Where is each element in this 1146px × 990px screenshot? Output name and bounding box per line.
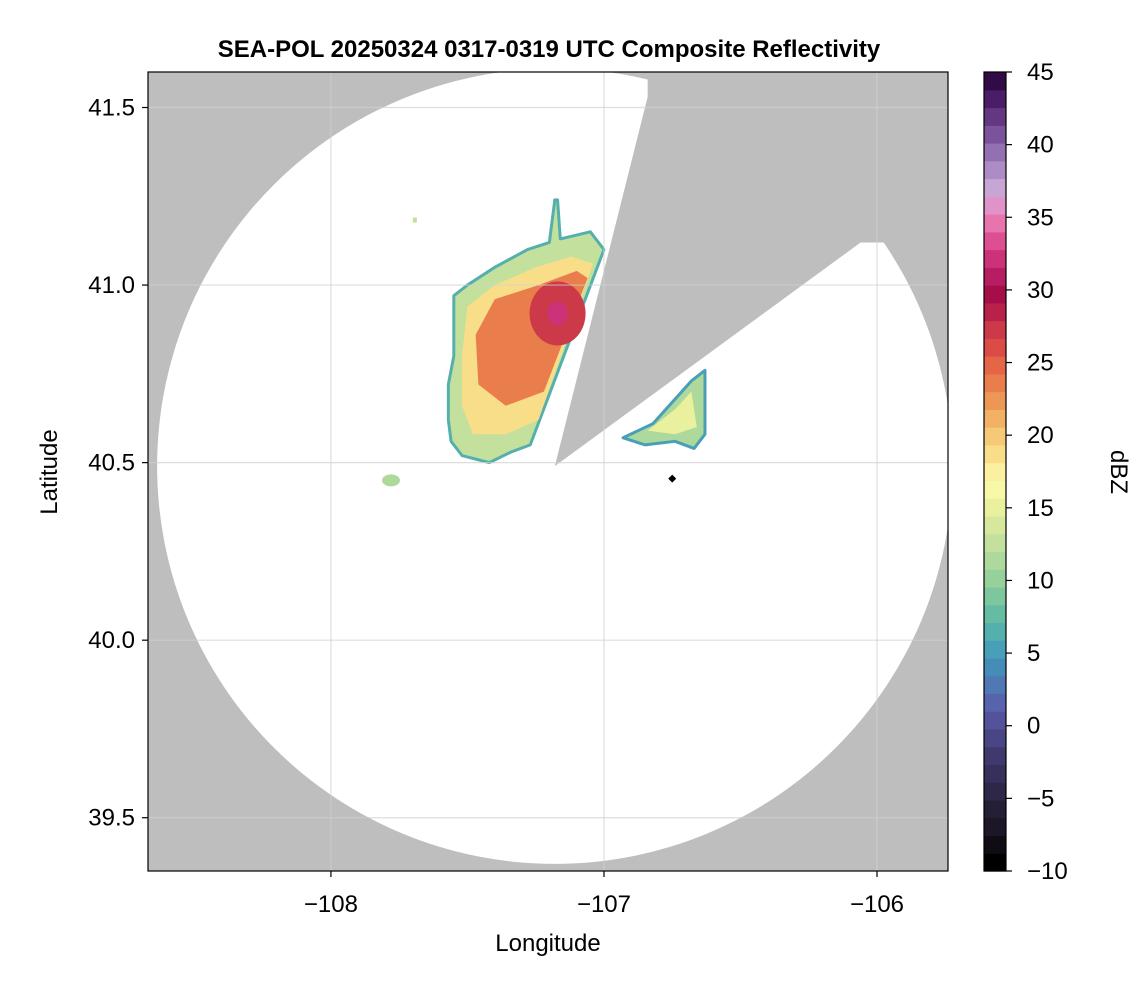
colorbar-band xyxy=(984,125,1006,144)
colorbar-band xyxy=(984,107,1006,126)
colorbar-band xyxy=(984,462,1006,481)
colorbar-band xyxy=(984,391,1006,410)
colorbar-band xyxy=(984,89,1006,109)
y-tick-label: 39.5 xyxy=(88,805,135,832)
colorbar-tick-label: 20 xyxy=(1027,422,1054,449)
colorbar-band xyxy=(984,285,1006,304)
axes: −108 −107 −106 39.5 40.0 40.5 41.0 41.5 xyxy=(88,71,949,918)
colorbar-band xyxy=(984,338,1006,357)
colorbar-band xyxy=(984,640,1006,659)
colorbar-band xyxy=(984,746,1006,766)
chart-title: SEA-POL 20250324 0317-0319 UTC Composite… xyxy=(218,36,881,63)
colorbar-band xyxy=(984,711,1006,730)
colorbar-label: dBZ xyxy=(1105,450,1132,494)
echo-region-east-inner xyxy=(647,391,697,435)
colorbar-band xyxy=(984,675,1006,695)
x-tick-label: −108 xyxy=(304,891,358,918)
y-tick-label: 40.0 xyxy=(88,627,135,654)
colorbar-band xyxy=(984,622,1006,641)
colorbar-tick-label: 40 xyxy=(1027,132,1054,159)
colorbar-band xyxy=(984,764,1006,783)
colorbar-band xyxy=(984,249,1006,268)
colorbar-band xyxy=(984,551,1006,570)
colorbar-frame xyxy=(983,71,1007,872)
colorbar-tick-label: 35 xyxy=(1027,204,1054,231)
colorbar-band xyxy=(984,72,1006,91)
colorbar-tick-label: 10 xyxy=(1027,567,1054,594)
colorbar-tick-label: 45 xyxy=(1027,59,1054,86)
x-tick-label: −106 xyxy=(850,891,904,918)
colorbar-tick-label: −10 xyxy=(1027,858,1068,885)
colorbar-band xyxy=(984,444,1006,464)
colorbar-band xyxy=(984,604,1006,624)
colorbar-tick-label: 0 xyxy=(1027,713,1040,740)
y-axis-label: Latitude xyxy=(36,429,63,514)
echo-layer xyxy=(382,198,707,487)
colorbar-band xyxy=(984,515,1006,535)
colorbar-band xyxy=(984,373,1006,393)
colorbar-band xyxy=(984,498,1006,517)
plot-content xyxy=(148,72,948,871)
colorbar-band xyxy=(984,782,1006,801)
colorbar-band xyxy=(984,586,1006,606)
colorbar-tick-label: 25 xyxy=(1027,350,1054,377)
grid xyxy=(148,72,948,871)
echo-speck-north xyxy=(412,217,417,223)
colorbar-band xyxy=(984,231,1006,251)
colorbar-band xyxy=(984,480,1006,499)
colorbar-band xyxy=(984,799,1006,819)
colorbar-tick-label: 15 xyxy=(1027,495,1054,522)
y-tick-label: 40.5 xyxy=(88,450,135,477)
colorbar-band xyxy=(984,143,1006,162)
plot-frame xyxy=(147,71,949,872)
colorbar-band xyxy=(984,409,1006,428)
colorbar-band xyxy=(984,267,1006,286)
colorbar-band xyxy=(984,160,1006,180)
colorbar-tick-label: 5 xyxy=(1027,640,1040,667)
colorbar-tick-label: −5 xyxy=(1027,785,1054,812)
colorbar-tick-label: 30 xyxy=(1027,277,1054,304)
colorbar-band xyxy=(984,569,1006,588)
x-axis-label: Longitude xyxy=(495,930,600,957)
y-tick-label: 41.5 xyxy=(88,95,135,122)
echo-region-west-small xyxy=(382,474,401,487)
echo-peak xyxy=(547,301,568,326)
colorbar-band xyxy=(984,728,1006,748)
colorbar-band xyxy=(984,196,1006,215)
colorbar-band xyxy=(984,178,1006,197)
colorbar-band xyxy=(984,356,1006,375)
colorbar-band xyxy=(984,320,1006,339)
colorbar-band xyxy=(984,693,1006,712)
colorbar-band xyxy=(984,427,1006,446)
colorbar-band xyxy=(984,533,1006,552)
radar-site-marker xyxy=(668,474,677,483)
colorbar-band xyxy=(984,214,1006,233)
colorbar: −10 −5 0 5 10 15 20 25 30 35 40 45 xyxy=(983,59,1068,885)
colorbar-band xyxy=(984,817,1006,837)
colorbar-band xyxy=(984,835,1006,854)
colorbar-band xyxy=(984,302,1006,322)
colorbar-band xyxy=(984,657,1006,677)
x-tick-label: −107 xyxy=(577,891,631,918)
y-tick-label: 41.0 xyxy=(88,272,135,299)
colorbar-band xyxy=(984,853,1006,872)
blocked-sector xyxy=(554,72,948,467)
